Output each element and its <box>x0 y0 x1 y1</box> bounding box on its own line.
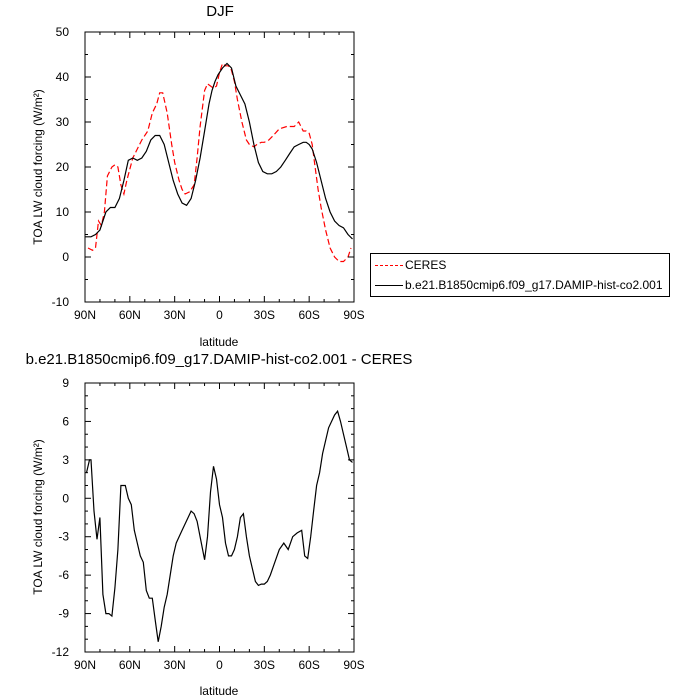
x-tick-label-1-0: 90N <box>74 658 96 672</box>
bottom-plot-frame <box>84 382 355 653</box>
x-tick-label-1-2: 30N <box>164 658 186 672</box>
legend-label-model: b.e21.B1850cmip6.f09_g17.DAMIP-hist-co2.… <box>405 278 663 292</box>
x-tick-label-1-6: 90S <box>343 658 364 672</box>
legend-swatch-ceres <box>375 265 403 266</box>
x-tick-label-1-1: 60N <box>119 658 141 672</box>
y-tick-label-0-2: 10 <box>56 205 70 219</box>
top-y-axis-label: TOA LW cloud forcing (W/m²) <box>31 89 45 245</box>
legend-item-ceres: CERES <box>371 257 669 275</box>
legend-label-ceres: CERES <box>405 258 447 272</box>
y-tick-label-1-0: -12 <box>52 645 70 659</box>
y-tick-label-1-3: -3 <box>58 530 69 544</box>
y-tick-label-0-4: 30 <box>56 115 70 129</box>
top-panel: DJF 90N 60N 30N 0 30S 60S 90S -10 0 10 20 30 40 50 la… <box>31 3 365 349</box>
y-tick-label-1-6: 6 <box>62 414 69 428</box>
legend-swatch-model <box>375 285 403 286</box>
x-tick-label-1-3: 0 <box>216 658 223 672</box>
top-title: DJF <box>206 3 234 20</box>
legend: CERES b.e21.B1850cmip6.f09_g17.DAMIP-his… <box>370 253 670 297</box>
bottom-x-axis-label: latitude <box>200 684 239 698</box>
series-line-1-0 <box>85 409 353 642</box>
x-tick-label-0-2: 30N <box>164 308 186 322</box>
x-tick-label-0-0: 90N <box>74 308 96 322</box>
x-tick-label-0-3: 0 <box>216 308 223 322</box>
x-tick-label-1-4: 30S <box>254 658 275 672</box>
y-tick-label-0-6: 50 <box>56 25 70 39</box>
x-tick-label-1-5: 60S <box>298 658 319 672</box>
y-tick-label-0-3: 20 <box>56 160 70 174</box>
top-x-axis-label: latitude <box>200 335 239 349</box>
x-tick-label-0-6: 90S <box>343 308 364 322</box>
y-tick-label-0-1: 0 <box>62 250 69 264</box>
y-tick-label-0-0: -10 <box>52 295 70 309</box>
y-tick-label-1-7: 9 <box>62 376 69 390</box>
y-tick-label-1-1: -9 <box>58 607 69 621</box>
y-tick-label-0-5: 40 <box>56 70 70 84</box>
y-tick-label-1-2: -6 <box>58 568 69 582</box>
bottom-title: b.e21.B1850cmip6.f09_g17.DAMIP-hist-co2.… <box>26 351 413 368</box>
x-tick-label-0-5: 60S <box>298 308 319 322</box>
y-tick-label-1-5: 3 <box>62 453 69 467</box>
y-tick-label-1-4: 0 <box>62 491 69 505</box>
legend-item-model: b.e21.B1850cmip6.f09_g17.DAMIP-hist-co2.… <box>371 277 669 295</box>
x-tick-label-0-1: 60N <box>119 308 141 322</box>
bottom-y-axis-label: TOA LW cloud forcing (W/m²) <box>31 439 45 595</box>
x-tick-label-0-4: 30S <box>254 308 275 322</box>
series-line-0-1 <box>85 62 353 240</box>
bottom-panel: b.e21.B1850cmip6.f09_g17.DAMIP-hist-co2.… <box>26 351 413 698</box>
